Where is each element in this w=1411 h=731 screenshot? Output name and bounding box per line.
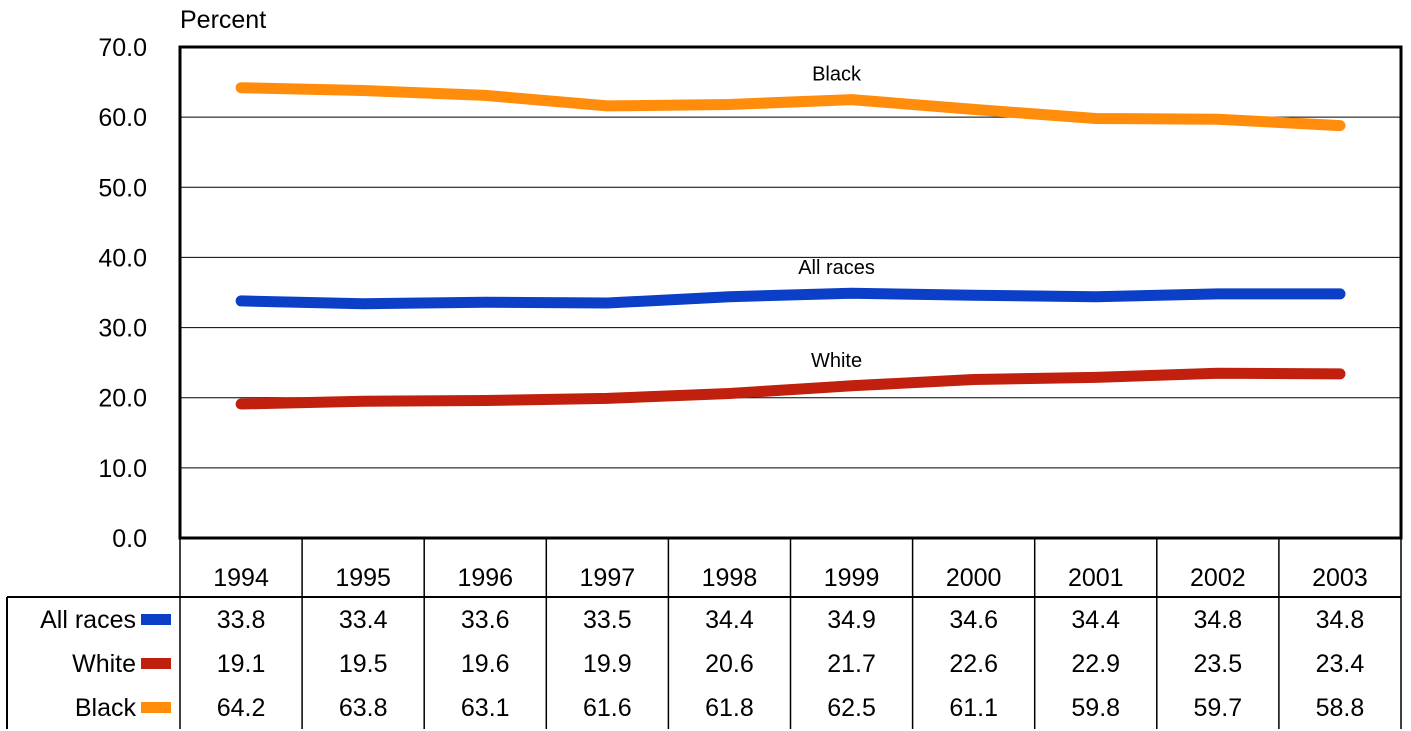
- series-line-all-races: [235, 287, 1346, 310]
- y-tick-label: 40.0: [98, 244, 147, 272]
- data-point: [850, 384, 853, 387]
- data-point: [362, 302, 365, 305]
- y-axis: 0.0 10.0 20.0 30.0 40.0 50.0 60.0 70.0: [98, 34, 147, 553]
- data-point: [240, 403, 243, 406]
- data-point: [1216, 372, 1219, 375]
- table-cell: 21.7: [827, 650, 876, 678]
- data-point: [850, 98, 853, 101]
- line-label: Black: [812, 64, 862, 86]
- table-cell: 33.5: [583, 606, 632, 634]
- legend-swatch: [141, 614, 171, 625]
- data-point: [1094, 117, 1097, 120]
- y-axis-label: Percent: [180, 6, 266, 34]
- data-point: [240, 299, 243, 302]
- table-cell: 33.8: [217, 606, 266, 634]
- table-cell: 23.4: [1316, 650, 1365, 678]
- table-cell: 19.9: [583, 650, 632, 678]
- table-cell: 64.2: [217, 694, 266, 722]
- table-cell: 61.8: [705, 694, 754, 722]
- series-line-white: [235, 367, 1346, 410]
- x-tick-label: 2002: [1190, 564, 1246, 592]
- data-point: [1338, 292, 1341, 295]
- table-cell: 22.6: [949, 650, 998, 678]
- table-cell: 34.4: [1071, 606, 1120, 634]
- data-point: [1216, 292, 1219, 295]
- data-point: [484, 301, 487, 304]
- legend-label: Black: [75, 694, 137, 722]
- line-label: All races: [798, 257, 875, 279]
- data-point: [484, 94, 487, 97]
- data-point: [972, 108, 975, 111]
- data-point: [850, 292, 853, 295]
- data-point: [728, 103, 731, 106]
- table-cell: 20.6: [705, 650, 754, 678]
- table-cell: 34.9: [827, 606, 876, 634]
- y-tick-label: 50.0: [98, 174, 147, 202]
- table-cell: 34.4: [705, 606, 754, 634]
- table-cell: 19.6: [461, 650, 510, 678]
- data-point: [1338, 372, 1341, 375]
- table-cell: 63.1: [461, 694, 510, 722]
- data-point: [1338, 124, 1341, 127]
- data-point: [728, 295, 731, 298]
- data-point: [1094, 376, 1097, 379]
- table-cell: 22.9: [1071, 650, 1120, 678]
- data-point: [484, 399, 487, 402]
- table-cell: 33.4: [339, 606, 388, 634]
- y-tick-label: 60.0: [98, 104, 147, 132]
- y-tick-label: 30.0: [98, 315, 147, 343]
- x-tick-label: 1994: [213, 564, 269, 592]
- legend-swatch: [141, 658, 171, 669]
- table-cell: 58.8: [1316, 694, 1365, 722]
- table-cell: 59.8: [1071, 694, 1120, 722]
- legend-label: All races: [40, 606, 136, 634]
- data-point: [362, 89, 365, 92]
- table-cell: 34.6: [949, 606, 998, 634]
- table-cell: 33.6: [461, 606, 510, 634]
- data-point: [972, 378, 975, 381]
- legend-swatch: [141, 702, 171, 713]
- x-tick-label: 1996: [457, 564, 513, 592]
- table-cell: 61.1: [949, 694, 998, 722]
- y-tick-label: 0.0: [112, 525, 147, 553]
- y-tick-label: 70.0: [98, 34, 147, 62]
- y-tick-label: 20.0: [98, 385, 147, 413]
- x-tick-label: 1998: [702, 564, 758, 592]
- x-tick-label: 1997: [580, 564, 636, 592]
- x-tick-label: 2000: [946, 564, 1002, 592]
- table-cell: 62.5: [827, 694, 876, 722]
- data-point: [362, 400, 365, 403]
- series-line-black: [235, 82, 1346, 132]
- table-cell: 61.6: [583, 694, 632, 722]
- data-point: [1216, 118, 1219, 121]
- y-tick-label: 10.0: [98, 455, 147, 483]
- data-table: 1994 1995 1996 1997 1998 1999 2000 2001 2002 2003…: [6, 538, 1402, 729]
- line-label: White: [811, 350, 862, 372]
- data-point: [972, 294, 975, 297]
- line-labels: Black All races White: [798, 64, 875, 372]
- table-cell: 59.7: [1194, 694, 1243, 722]
- table-cell: 19.5: [339, 650, 388, 678]
- legend-label: White: [72, 650, 136, 678]
- data-point: [1094, 295, 1097, 298]
- data-point: [606, 397, 609, 400]
- x-tick-label: 2001: [1068, 564, 1124, 592]
- table-cell: 34.8: [1316, 606, 1365, 634]
- table-cell: 63.8: [339, 694, 388, 722]
- data-point: [240, 86, 243, 89]
- table-cell: 34.8: [1194, 606, 1243, 634]
- data-point: [606, 104, 609, 107]
- x-tick-label: 1995: [335, 564, 391, 592]
- x-tick-label: 2003: [1312, 564, 1368, 592]
- data-point: [728, 392, 731, 395]
- table-cell: 19.1: [217, 650, 266, 678]
- series-lines: [235, 82, 1346, 410]
- table-cell: 23.5: [1194, 650, 1243, 678]
- data-point: [606, 302, 609, 305]
- x-tick-label: 1999: [824, 564, 880, 592]
